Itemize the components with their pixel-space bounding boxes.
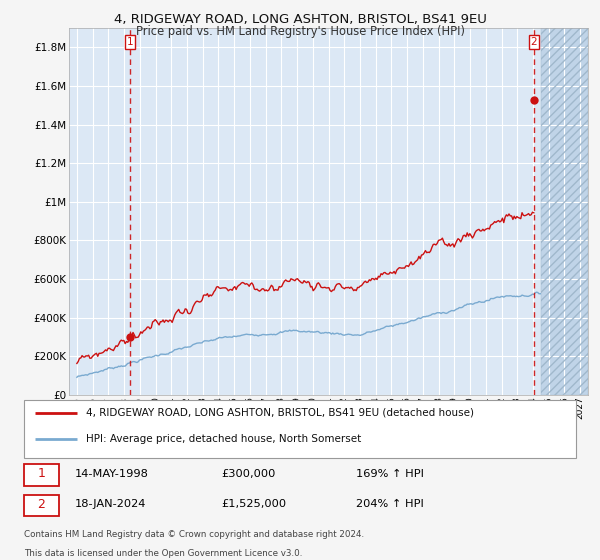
Text: This data is licensed under the Open Government Licence v3.0.: This data is licensed under the Open Gov… bbox=[23, 549, 302, 558]
Text: £300,000: £300,000 bbox=[221, 469, 275, 479]
Text: 1: 1 bbox=[37, 468, 45, 480]
FancyBboxPatch shape bbox=[23, 400, 577, 458]
Text: 204% ↑ HPI: 204% ↑ HPI bbox=[356, 499, 424, 509]
Bar bbox=[541, 28, 588, 395]
Text: 4, RIDGEWAY ROAD, LONG ASHTON, BRISTOL, BS41 9EU (detached house): 4, RIDGEWAY ROAD, LONG ASHTON, BRISTOL, … bbox=[86, 408, 473, 418]
Text: HPI: Average price, detached house, North Somerset: HPI: Average price, detached house, Nort… bbox=[86, 434, 361, 444]
Text: £1,525,000: £1,525,000 bbox=[221, 499, 286, 509]
Text: 4, RIDGEWAY ROAD, LONG ASHTON, BRISTOL, BS41 9EU: 4, RIDGEWAY ROAD, LONG ASHTON, BRISTOL, … bbox=[113, 13, 487, 26]
Text: Price paid vs. HM Land Registry's House Price Index (HPI): Price paid vs. HM Land Registry's House … bbox=[136, 25, 464, 38]
Text: 169% ↑ HPI: 169% ↑ HPI bbox=[356, 469, 424, 479]
FancyBboxPatch shape bbox=[23, 464, 59, 486]
Bar bbox=[541, 28, 588, 395]
Text: 1: 1 bbox=[127, 37, 133, 47]
FancyBboxPatch shape bbox=[23, 494, 59, 516]
Text: 2: 2 bbox=[530, 37, 537, 47]
Text: 2: 2 bbox=[37, 498, 45, 511]
Text: Contains HM Land Registry data © Crown copyright and database right 2024.: Contains HM Land Registry data © Crown c… bbox=[23, 530, 364, 539]
Text: 14-MAY-1998: 14-MAY-1998 bbox=[74, 469, 148, 479]
Text: 18-JAN-2024: 18-JAN-2024 bbox=[74, 499, 146, 509]
